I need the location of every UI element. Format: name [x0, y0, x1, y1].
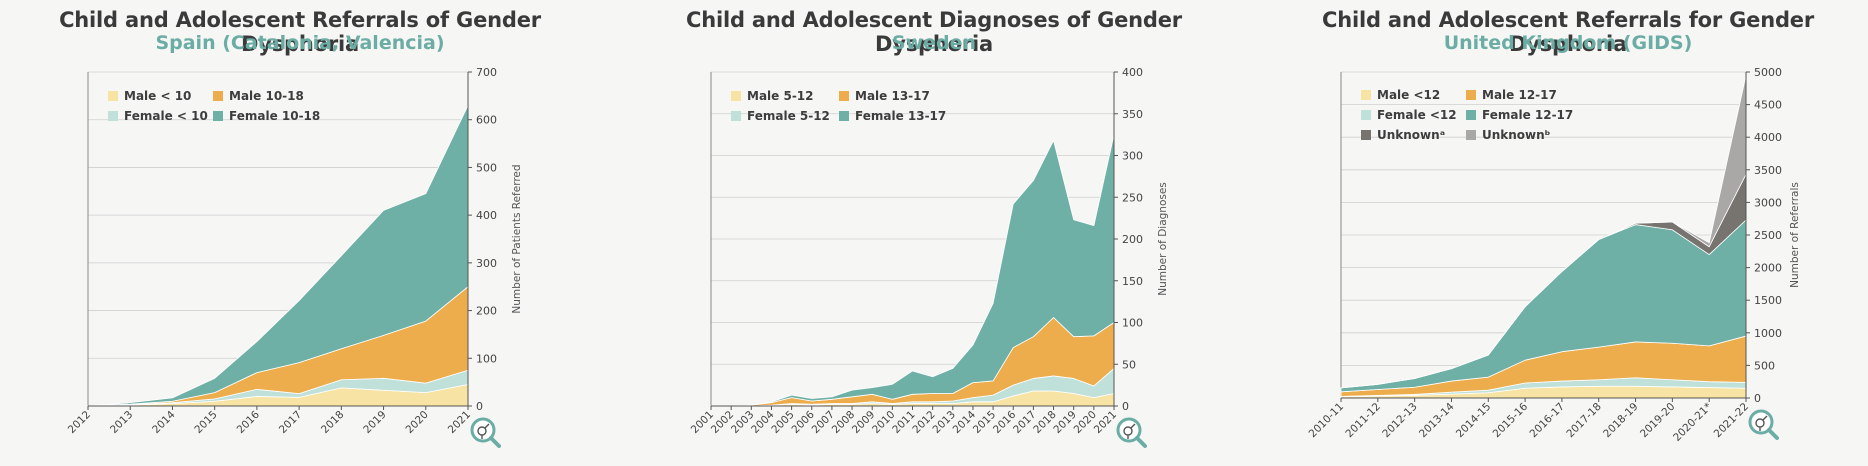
legend-swatch-male-10-18 [213, 91, 223, 101]
legend-label-female-5-12: Female 5-12 [747, 109, 830, 123]
y-tick-label: 1000 [1754, 327, 1782, 340]
legend-swatch-male-13-17 [839, 91, 849, 101]
legend-swatch-unknown [1361, 130, 1371, 140]
legend-swatch-male-5-12 [731, 91, 741, 101]
chart-panel-spain: Child and Adolescent Referrals of Gender… [0, 0, 600, 466]
x-tick-label: 2012 [66, 409, 93, 436]
legend-swatch-female-10 [108, 111, 118, 121]
y-tick-label: 0 [1122, 400, 1129, 413]
y-tick-label: 200 [1122, 233, 1143, 246]
legend-swatch-female-12 [1361, 110, 1371, 120]
legend-swatch-male-12-17 [1466, 90, 1476, 100]
x-tick-label: 2016 [235, 408, 263, 436]
chart-panel-united-kingdom: Child and Adolescent Referrals for Gende… [1268, 0, 1868, 466]
y-tick-label: 200 [476, 305, 497, 318]
x-tick-label: 2021 [1092, 409, 1119, 436]
y-tick-label: 100 [476, 352, 497, 365]
x-tick-label: 2014-15 [1454, 401, 1494, 441]
y-tick-label: 50 [1122, 358, 1136, 371]
y-tick-label: 400 [1122, 66, 1143, 79]
y-tick-label: 0 [476, 400, 483, 413]
y-tick-label: 5000 [1754, 66, 1782, 79]
y-tick-label: 500 [476, 161, 497, 174]
stacked-area-chart-sweden: 0501001502002503003504002001200220032004… [689, 66, 1169, 448]
chart-title: Child and Adolescent Referrals for Gende… [1322, 8, 1814, 56]
chart-title: Child and Adolescent Diagnoses of Gender… [686, 8, 1182, 56]
stacked-area-chart-uk: 0 500 1000 1500 2000 2500 3000 3500 4000 4500 5000… [1307, 66, 1801, 444]
x-tick-label: 2011-12 [1343, 401, 1383, 441]
legend-label-female-10-18: Female 10-18 [229, 109, 320, 123]
legend-label-female-10: Female < 10 [124, 109, 208, 123]
y-tick-label: 500 [1754, 359, 1775, 372]
y-tick-label: 150 [1122, 275, 1143, 288]
y-tick-label: 2000 [1754, 262, 1782, 275]
x-tick-label: 2017 [277, 409, 304, 436]
legend-label-male-13-17: Male 13-17 [855, 89, 930, 103]
x-tick-label: 2021 [446, 409, 473, 436]
x-tick-label: 2015 [192, 409, 219, 436]
legend-swatch-unknown [1466, 130, 1476, 140]
x-tick-label: 2010-11 [1307, 401, 1347, 441]
x-tick-label: 2013-14 [1417, 400, 1457, 440]
legend-label-male-10: Male < 10 [124, 89, 191, 103]
y-tick-label: 600 [476, 114, 497, 127]
y-tick-label: 1500 [1754, 294, 1782, 307]
chart-panel-sweden: Child and Adolescent Diagnoses of Gender… [634, 0, 1234, 466]
legend-swatch-male-10 [108, 91, 118, 101]
x-tick-label: 2012-13 [1380, 401, 1420, 441]
chart-title: Child and Adolescent Referrals of Gender… [59, 8, 541, 56]
magnifier-venus-mars-icon [1748, 409, 1779, 440]
legend-label-female-12: Female <12 [1377, 108, 1457, 122]
y-tick-label: 250 [1122, 191, 1143, 204]
stacked-area-chart-spain: 0 100 200 300 400 500 600 700 2012 2013 2014 2015 20… [66, 66, 523, 448]
y-tick-label: 100 [1122, 317, 1143, 330]
y-tick-label: 2500 [1754, 229, 1782, 242]
x-tick-label: 2020 [404, 409, 431, 436]
x-tick-label: 2013 [108, 409, 135, 436]
x-tick-label: 2016-17 [1528, 401, 1568, 441]
y-tick-label: 350 [1122, 108, 1143, 121]
x-tick-label: 2014 [150, 408, 178, 436]
legend-swatch-female-13-17 [839, 111, 849, 121]
y-axis-label: Number of Patients Referred [511, 164, 523, 313]
x-tick-label: 2019 [361, 409, 388, 436]
legend-label-male-12-17: Male 12-17 [1482, 88, 1557, 102]
x-tick-label: 2021-22 [1712, 401, 1752, 441]
y-axis-label: Number of Referrals [1789, 182, 1801, 288]
legend-swatch-female-12-17 [1466, 110, 1476, 120]
chart-subtitle: United Kingdom (GIDS) [1443, 32, 1693, 54]
y-tick-label: 300 [1122, 150, 1143, 163]
legend-label-unknown: Unknownᵃ [1377, 128, 1445, 142]
y-tick-label: 700 [476, 66, 497, 79]
legend-swatch-female-5-12 [731, 111, 741, 121]
x-tick-label: 2015-16 [1491, 400, 1531, 440]
legend-label-male-5-12: Male 5-12 [747, 89, 814, 103]
magnifier-venus-mars-icon [1116, 417, 1147, 448]
x-tick-label: 2017-18 [1564, 401, 1604, 441]
y-tick-label: 3000 [1754, 196, 1782, 209]
y-tick-label: 300 [476, 257, 497, 270]
y-tick-label: 400 [476, 209, 497, 222]
x-tick-label: 2020-21* [1671, 401, 1714, 444]
legend-label-male-10-18: Male 10-18 [229, 89, 304, 103]
chart-subtitle: Sweden [891, 32, 977, 54]
legend-swatch-female-10-18 [213, 111, 223, 121]
magnifier-venus-mars-icon [470, 417, 501, 448]
legend-label-female-13-17: Female 13-17 [855, 109, 946, 123]
legend-swatch-male-12 [1361, 90, 1371, 100]
legend-label-female-12-17: Female 12-17 [1482, 108, 1573, 122]
legend-label-unknown: Unknownᵇ [1482, 128, 1551, 142]
x-tick-label: 2018-19 [1601, 401, 1641, 441]
x-tick-label: 2018 [319, 409, 346, 436]
legend-label-male-12: Male <12 [1377, 88, 1440, 102]
chart-subtitle: Spain (Catalonia, Valencia) [155, 32, 445, 54]
y-tick-label: 3500 [1754, 164, 1782, 177]
y-tick-label: 0 [1754, 392, 1761, 405]
y-axis-label: Number of Diagnoses [1157, 182, 1169, 296]
y-tick-label: 4000 [1754, 131, 1782, 144]
y-tick-label: 4500 [1754, 99, 1782, 112]
